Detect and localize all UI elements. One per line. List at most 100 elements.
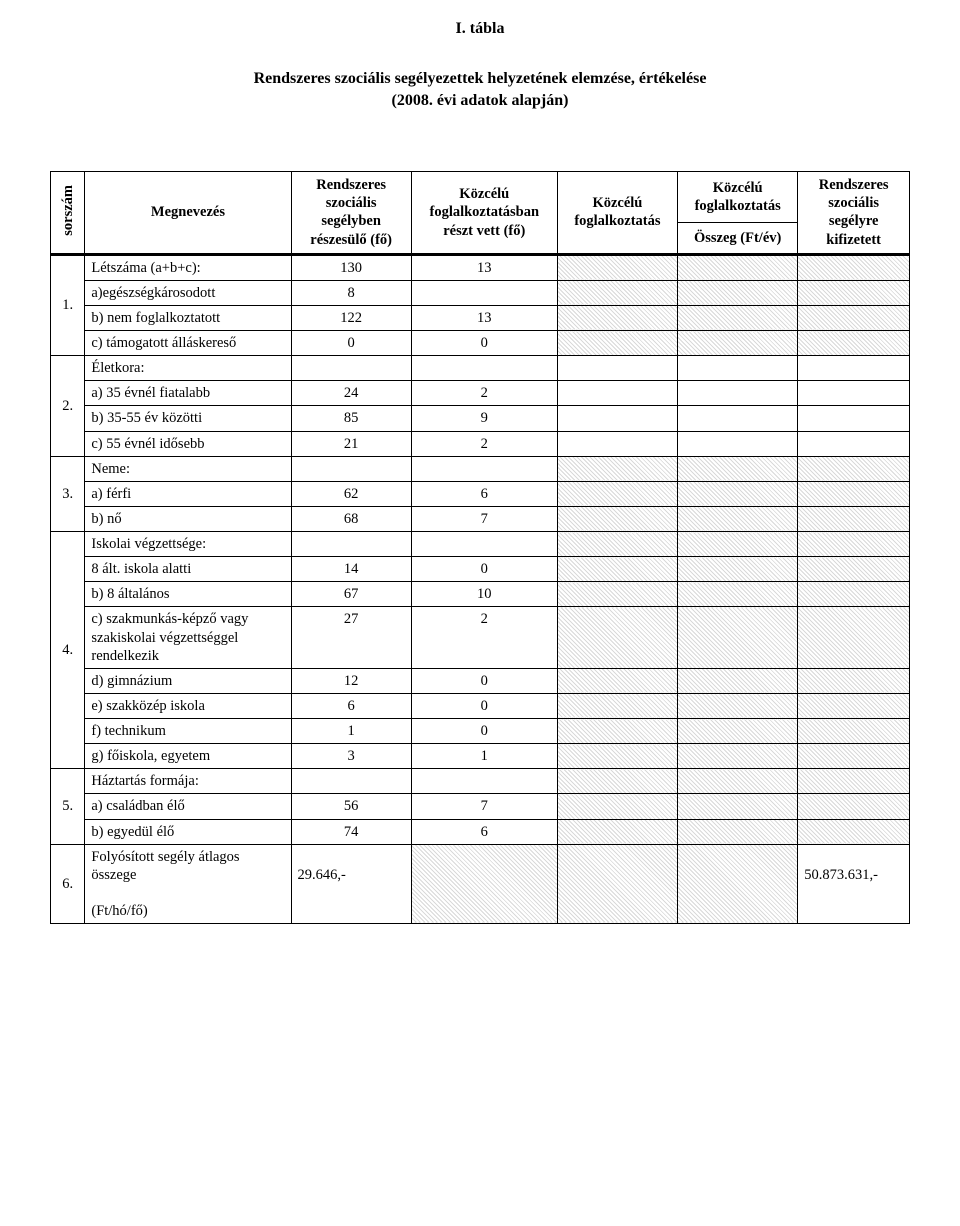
table-row: 3.Neme:	[51, 456, 910, 481]
table-cell: 13	[411, 254, 557, 280]
table-cell: 13	[411, 305, 557, 330]
table-cell: b) 8 általános	[85, 582, 291, 607]
subtitle: Rendszeres szociális segélyezettek helyz…	[50, 68, 910, 111]
table-cell	[557, 794, 677, 819]
table-row: 5.Háztartás formája:	[51, 769, 910, 794]
row-index: 5.	[51, 769, 85, 844]
table-cell: 0	[411, 693, 557, 718]
table-cell	[557, 719, 677, 744]
table-row: 2.Életkora:	[51, 356, 910, 381]
table-cell: 7	[411, 506, 557, 531]
table-cell	[557, 582, 677, 607]
table-row: e) szakközép iskola60	[51, 693, 910, 718]
table-cell	[798, 557, 910, 582]
table-cell	[678, 532, 798, 557]
table-cell	[411, 456, 557, 481]
table-cell	[678, 693, 798, 718]
table-cell: f) technikum	[85, 719, 291, 744]
th-index-label: sorszám	[57, 179, 79, 242]
table-cell: 0	[411, 331, 557, 356]
table-cell: 67	[291, 582, 411, 607]
table-cell	[678, 719, 798, 744]
table-cell	[557, 481, 677, 506]
table-row: 8 ált. iskola alatti140	[51, 557, 910, 582]
row-index: 2.	[51, 356, 85, 457]
table-cell: 24	[291, 381, 411, 406]
table-cell: 2	[411, 607, 557, 668]
table-cell	[798, 506, 910, 531]
table-cell: b) egyedül élő	[85, 819, 291, 844]
table-cell	[798, 582, 910, 607]
table-row: c) támogatott álláskereső00	[51, 331, 910, 356]
table-cell	[557, 280, 677, 305]
table-cell	[678, 456, 798, 481]
table-cell	[798, 769, 910, 794]
table-row: a) 35 évnél fiatalabb242	[51, 381, 910, 406]
table-cell	[678, 431, 798, 456]
table-cell: 50.873.631,-	[798, 844, 910, 924]
table-cell: 0	[411, 557, 557, 582]
table-cell: c) támogatott álláskereső	[85, 331, 291, 356]
table-cell	[557, 331, 677, 356]
table-cell	[798, 668, 910, 693]
table-cell: 130	[291, 254, 411, 280]
table-cell: 7	[411, 794, 557, 819]
table-cell	[798, 456, 910, 481]
table-cell	[798, 794, 910, 819]
table-row: b) egyedül élő746	[51, 819, 910, 844]
table-cell	[798, 744, 910, 769]
table-cell: 0	[291, 331, 411, 356]
table-cell: 8 ált. iskola alatti	[85, 557, 291, 582]
table-cell: 21	[291, 431, 411, 456]
table-cell	[798, 356, 910, 381]
table-cell	[678, 607, 798, 668]
th-col2: Közcélú foglalkoztatásban részt vett (fő…	[411, 172, 557, 255]
row-index: 6.	[51, 844, 85, 924]
table-cell	[678, 769, 798, 794]
table-cell	[678, 280, 798, 305]
table-cell	[411, 356, 557, 381]
table-cell	[798, 532, 910, 557]
table-cell: 56	[291, 794, 411, 819]
table-cell	[798, 406, 910, 431]
table-row: 4.Iskolai végzettsége:	[51, 532, 910, 557]
table-cell	[557, 769, 677, 794]
table-cell	[557, 406, 677, 431]
table-cell: b) nő	[85, 506, 291, 531]
row-index: 4.	[51, 532, 85, 769]
table-row: c) 55 évnél idősebb212	[51, 431, 910, 456]
th-col3: Közcélú foglalkoztatás	[557, 172, 677, 255]
table-cell	[798, 607, 910, 668]
table-cell: Háztartás formája:	[85, 769, 291, 794]
table-cell: 74	[291, 819, 411, 844]
subtitle-line2: (2008. évi adatok alapján)	[392, 92, 569, 109]
table-cell	[557, 844, 677, 924]
table-cell: 6	[411, 819, 557, 844]
table-row: 1.Létszáma (a+b+c):13013	[51, 254, 910, 280]
table-cell	[798, 305, 910, 330]
table-cell	[798, 481, 910, 506]
th-name: Megnevezés	[85, 172, 291, 255]
row-index: 3.	[51, 456, 85, 531]
table-cell: Iskolai végzettsége:	[85, 532, 291, 557]
table-cell: 62	[291, 481, 411, 506]
table-row: d) gimnázium120	[51, 668, 910, 693]
table-cell	[678, 305, 798, 330]
table-row: b) nem foglalkoztatott12213	[51, 305, 910, 330]
table-row: b) 35-55 év közötti859	[51, 406, 910, 431]
table-cell: a)egészségkárosodott	[85, 280, 291, 305]
table-cell	[678, 557, 798, 582]
table-cell	[291, 356, 411, 381]
table-cell: a) 35 évnél fiatalabb	[85, 381, 291, 406]
table-cell	[798, 431, 910, 456]
table-cell: 29.646,-	[291, 844, 411, 924]
table-cell: 3	[291, 744, 411, 769]
table-cell	[557, 356, 677, 381]
table-cell	[291, 769, 411, 794]
table-cell	[798, 719, 910, 744]
table-cell: 14	[291, 557, 411, 582]
table-cell	[798, 819, 910, 844]
table-cell	[557, 381, 677, 406]
table-cell: 122	[291, 305, 411, 330]
table-cell	[411, 844, 557, 924]
